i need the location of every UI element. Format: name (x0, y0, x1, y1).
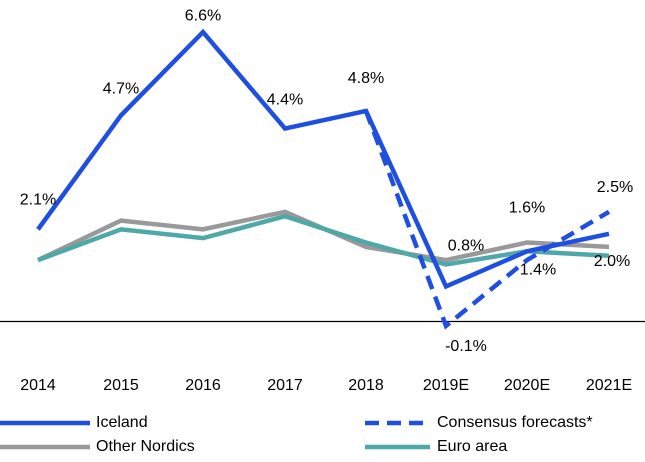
x-tick-label: 2020E (504, 377, 550, 394)
x-tick-label: 2021E (586, 377, 632, 394)
data-label: 4.8% (348, 70, 384, 87)
x-tick-label: 2014 (20, 377, 56, 394)
series-line (36, 28, 610, 290)
legend-label: Iceland (96, 414, 148, 431)
legend-label: Euro area (437, 438, 507, 455)
data-label: 4.7% (103, 81, 139, 98)
data-label: 2.5% (597, 179, 633, 196)
data-label: 1.4% (520, 261, 556, 278)
data-label: 2.1% (20, 192, 56, 209)
x-tick-label: 2015 (103, 377, 139, 394)
data-label: 4.4% (267, 92, 303, 109)
series-line (363, 110, 611, 330)
x-tick-label: 2017 (267, 377, 303, 394)
series-line (37, 213, 610, 267)
legend-label: Consensus forecasts* (437, 414, 593, 431)
data-label: -0.1% (445, 338, 487, 355)
data-label: 0.8% (448, 238, 484, 255)
x-tick-label: 2018 (348, 377, 384, 394)
legend-label: Other Nordics (96, 438, 195, 455)
data-label: 1.6% (509, 200, 545, 217)
x-tick-label: 2019E (423, 377, 469, 394)
data-label: 2.0% (594, 253, 630, 270)
x-tick-label: 2016 (185, 377, 221, 394)
data-label: 6.6% (185, 7, 221, 24)
